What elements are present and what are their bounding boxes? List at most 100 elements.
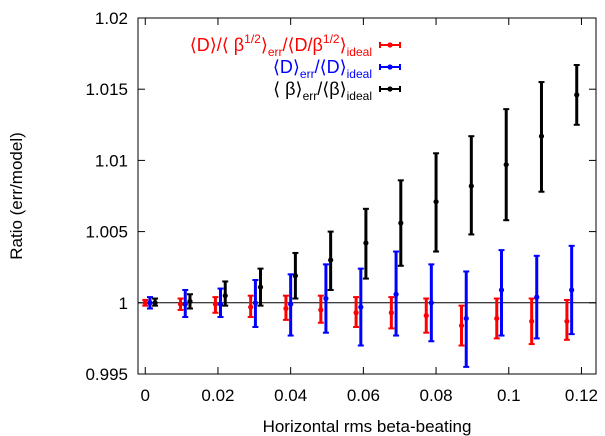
data-point-blue xyxy=(322,263,329,334)
data-point-black xyxy=(362,207,369,280)
y-tick-label: 1 xyxy=(119,294,128,313)
x-axis-label: Horizontal rms beta-beating xyxy=(263,417,472,436)
data-point-blue xyxy=(287,273,294,337)
plot-frame xyxy=(137,17,597,375)
x-tick-label: 0.1 xyxy=(497,386,521,405)
legend-label-part: /⟨D⟩ xyxy=(315,57,347,77)
data-marker xyxy=(142,300,148,306)
data-point-blue xyxy=(146,296,153,310)
data-point-red xyxy=(317,294,324,324)
data-point-black xyxy=(397,179,404,267)
data-point-black xyxy=(152,297,159,307)
data-marker xyxy=(503,162,509,168)
data-point-black xyxy=(222,280,229,307)
data-marker xyxy=(468,183,474,189)
data-point-blue xyxy=(498,249,505,337)
axes: 0 0.02 0.04 0.06 0.08 0.1 0.12 0.995 1 1.005 1.01 1… xyxy=(85,9,598,405)
data-point-blue xyxy=(217,287,224,319)
data-point-blue xyxy=(568,244,575,336)
data-point-red xyxy=(282,294,289,321)
legend-label-part: ⟨D⟩ xyxy=(273,57,300,77)
data-point-black xyxy=(538,81,545,193)
data-point-black xyxy=(186,293,193,310)
legend-label-part: 1/2 xyxy=(323,32,340,46)
data-marker xyxy=(463,315,469,322)
data-marker xyxy=(423,313,429,319)
x-tick-label: 0.04 xyxy=(274,386,307,405)
data-marker xyxy=(323,295,329,302)
data-point-red xyxy=(177,297,184,311)
data-marker xyxy=(458,322,465,329)
x-tick-label: 0 xyxy=(141,386,150,405)
legend-label-part: 1/2 xyxy=(244,32,261,46)
legend-label-part: ideal xyxy=(347,45,372,59)
data-marker xyxy=(358,304,364,310)
data-point-black xyxy=(292,251,299,300)
legend-label: ⟨D⟩/⟨ β1/2⟩err/⟨D/β1/2⟩ideal xyxy=(190,32,372,59)
legend-entry-red: ⟨D⟩/⟨ β1/2⟩err/⟨D/β1/2⟩ideal xyxy=(190,32,401,59)
x-tick-label: 0.02 xyxy=(201,386,234,405)
y-tick-label: 1.005 xyxy=(85,223,128,242)
data-point-black xyxy=(327,230,334,291)
data-point-blue xyxy=(393,250,400,337)
legend: ⟨D⟩/⟨ β1/2⟩err/⟨D/β1/2⟩ideal⟨D⟩err/⟨D⟩id… xyxy=(190,32,401,103)
data-marker xyxy=(494,315,500,322)
y-tick-label: 0.995 xyxy=(85,365,128,384)
legend-label-part: ⟨D⟩/⟨ β xyxy=(190,35,244,55)
series-blue xyxy=(146,244,575,368)
data-marker xyxy=(318,307,324,313)
data-marker xyxy=(393,291,399,297)
legend-label-part: /⟨D/β xyxy=(283,35,323,55)
data-point-black xyxy=(503,108,510,222)
data-marker xyxy=(353,310,359,316)
legend-label-part: ⟩ xyxy=(340,35,347,55)
x-tick-label: 0.12 xyxy=(565,386,598,405)
legend-label: ⟨D⟩err/⟨D⟩ideal xyxy=(273,57,372,81)
series-group xyxy=(142,63,580,368)
data-marker xyxy=(288,301,294,307)
legend-label: ⟨ β⟩err/⟨β⟩ideal xyxy=(273,79,372,103)
data-point-black xyxy=(468,135,475,236)
series-black xyxy=(152,63,580,310)
data-marker xyxy=(257,284,264,290)
data-marker xyxy=(538,133,545,139)
legend-label-part: ideal xyxy=(347,89,372,103)
legend-swatch-marker xyxy=(387,86,393,92)
series-red xyxy=(142,294,570,347)
data-marker xyxy=(248,304,254,310)
legend-entry-blue: ⟨D⟩err/⟨D⟩ideal xyxy=(273,57,401,81)
data-point-blue xyxy=(428,263,435,343)
data-marker xyxy=(569,287,575,293)
y-tick-label: 1.02 xyxy=(95,9,128,28)
data-point-black xyxy=(433,152,440,253)
data-point-black xyxy=(257,267,264,307)
legend-swatch-marker xyxy=(387,42,393,48)
data-marker xyxy=(292,273,298,279)
data-marker xyxy=(328,257,334,263)
data-point-red xyxy=(388,296,395,330)
data-point-black xyxy=(573,63,580,126)
x-tick-label: 0.08 xyxy=(420,386,453,405)
y-tick-label: 1.015 xyxy=(85,80,128,99)
data-marker xyxy=(534,294,540,300)
data-point-red xyxy=(353,296,360,329)
data-point-blue xyxy=(252,279,259,329)
data-point-red xyxy=(528,297,535,346)
data-point-red xyxy=(142,298,149,307)
legend-label-part: ⟩ xyxy=(261,35,268,55)
data-point-red xyxy=(493,297,500,340)
data-marker xyxy=(398,220,404,226)
legend-label-part: ⟨ β⟩ xyxy=(273,79,302,99)
y-tick-label: 1.01 xyxy=(95,151,128,170)
x-tick-label: 0.06 xyxy=(347,386,380,405)
legend-label-part: err xyxy=(268,45,283,59)
data-marker xyxy=(529,318,535,324)
data-point-blue xyxy=(463,270,470,368)
data-marker xyxy=(187,298,193,304)
data-marker xyxy=(217,301,224,307)
y-axis-label: Ratio (err/model) xyxy=(7,132,26,260)
legend-label-part: err xyxy=(300,67,315,81)
data-marker xyxy=(222,293,228,299)
legend-label-part: /⟨β⟩ xyxy=(317,79,346,99)
